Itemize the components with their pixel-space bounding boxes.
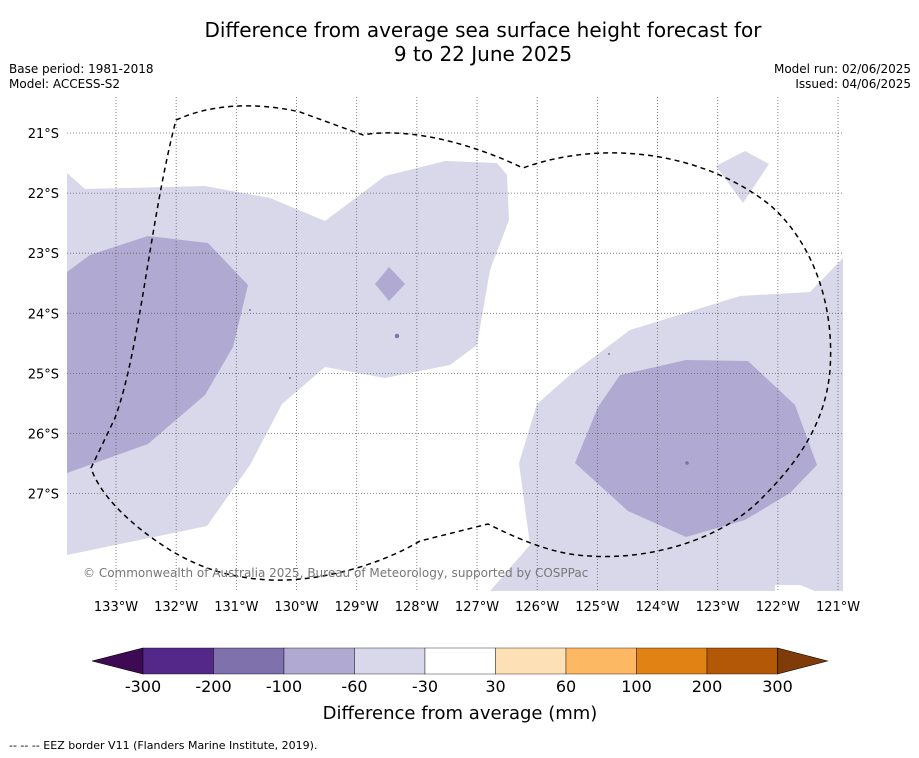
title-line-2: 9 to 22 June 2025 [393, 42, 573, 66]
model-run: Model run: 02/06/2025 [773, 62, 911, 76]
colorbar-extend-high [777, 647, 829, 675]
map-title: Difference from average sea surface heig… [0, 18, 919, 66]
lon-tick-label: 132°W [154, 600, 198, 615]
latitude-ticks: 21°S 22°S 23°S 24°S 25°S 26°S 27°S [28, 127, 59, 503]
lon-tick-label: 133°W [94, 600, 138, 615]
colorbar-tick-labels: -300 -200 -100 -60 -30 30 60 100 200 300 [125, 677, 793, 696]
lat-tick-label: 21°S [28, 127, 59, 142]
lon-tick-label: 131°W [214, 600, 258, 615]
speck [289, 377, 291, 379]
map-area: © Commonwealth of Australia 2025, Bureau… [67, 97, 843, 591]
specks [249, 309, 689, 465]
lat-tick-label: 25°S [28, 367, 59, 382]
issued-date: Issued: 04/06/2025 [795, 77, 911, 91]
model-name: Model: ACCESS-S2 [9, 77, 121, 91]
lon-tick-label: 129°W [335, 600, 379, 615]
colorbar-segment [495, 647, 567, 675]
colorbar-segment [213, 647, 285, 675]
speck [249, 309, 251, 311]
colorbar-tick-label: -60 [341, 677, 367, 696]
colorbar-segment [354, 647, 426, 675]
lon-tick-label: 127°W [455, 600, 499, 615]
colorbar-tick-label: 100 [621, 677, 652, 696]
contour-northeast [716, 151, 769, 203]
eez-footnote: -- -- -- EEZ border V11 (Flanders Marine… [9, 739, 318, 752]
lon-tick-label: 130°W [274, 600, 318, 615]
colorbar-tick-label: 200 [692, 677, 723, 696]
colorbar-title: Difference from average (mm) [323, 703, 598, 724]
contour-medium [67, 236, 817, 537]
colorbar-tick-label: -30 [412, 677, 438, 696]
base-period: Base period: 1981-2018 [9, 62, 154, 76]
colorbar-segment [706, 647, 778, 675]
lon-tick-label: 128°W [395, 600, 439, 615]
colorbar-tick-label: -100 [266, 677, 302, 696]
lat-tick-label: 22°S [28, 187, 59, 202]
title-line-1: Difference from average sea surface heig… [204, 18, 762, 42]
lat-tick-label: 27°S [28, 488, 59, 503]
contour-west-core [67, 236, 248, 473]
colorbar-extend-low [91, 647, 144, 675]
colorbar-segment [636, 647, 708, 675]
meta-right: Model run: 02/06/2025 Issued: 04/06/2025 [774, 62, 911, 92]
map-figure: © Commonwealth of Australia 2025, Bureau… [28, 97, 860, 724]
colorbar-segment [142, 647, 214, 675]
colorbar-segment [565, 647, 637, 675]
lat-tick-label: 24°S [28, 307, 59, 322]
lon-tick-label: 126°W [515, 600, 559, 615]
colorbar-segment [283, 647, 355, 675]
gridlines [67, 97, 843, 591]
colorbar-tick-label: -300 [125, 677, 161, 696]
eez-border [90, 105, 832, 581]
colorbar-tick-label: 300 [762, 677, 793, 696]
colorbar-segment [424, 647, 496, 675]
lat-tick-label: 26°S [28, 428, 59, 443]
lon-tick-label: 122°W [756, 600, 800, 615]
speck [685, 461, 689, 465]
lat-tick-label: 23°S [28, 247, 59, 262]
meta-left: Base period: 1981-2018 Model: ACCESS-S2 [9, 62, 154, 92]
speck [394, 333, 400, 339]
speck [608, 353, 610, 355]
lon-tick-label: 124°W [635, 600, 679, 615]
colorbar-tick-label: 60 [556, 677, 576, 696]
lon-tick-label: 121°W [816, 600, 860, 615]
lon-tick-label: 125°W [575, 600, 619, 615]
colorbar-tick-label: -200 [195, 677, 231, 696]
contour-small-core [375, 267, 405, 301]
colorbar [91, 647, 829, 675]
contour-east-core [575, 360, 817, 537]
longitude-ticks: 133°W 132°W 131°W 130°W 129°W 128°W 127°W 126°W… [94, 600, 860, 615]
colorbar-tick-label: 30 [485, 677, 505, 696]
lon-tick-label: 123°W [696, 600, 740, 615]
copyright-notice: © Commonwealth of Australia 2025, Bureau… [83, 566, 588, 580]
